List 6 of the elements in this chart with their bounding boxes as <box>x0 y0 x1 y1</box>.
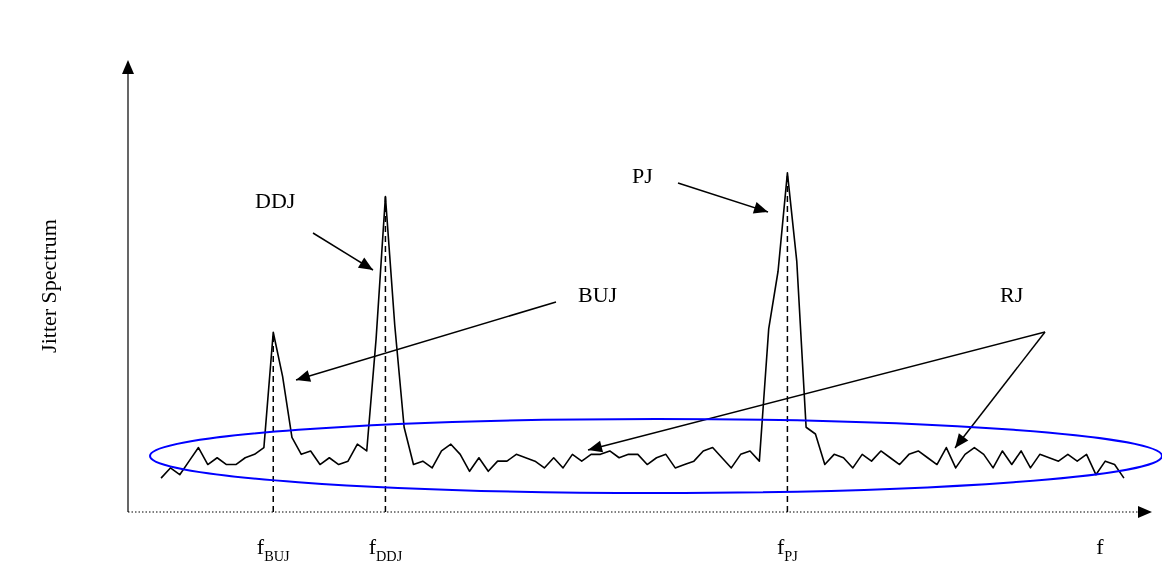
x-axis-title: f <box>1096 534 1105 559</box>
y-axis-title: Jitter Spectrum <box>36 219 61 353</box>
annotation: RJ <box>1000 282 1024 307</box>
annotation: PJ <box>632 163 654 188</box>
annotation: DDJ <box>255 188 296 213</box>
annotation: BUJ <box>578 282 618 307</box>
